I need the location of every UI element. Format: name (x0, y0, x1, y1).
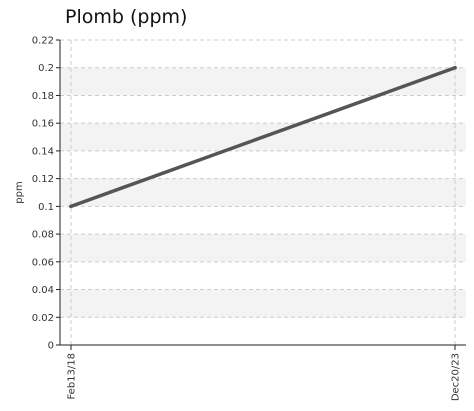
y-tick-label: 0.02 (32, 313, 54, 324)
chart-title: Plomb (ppm) (65, 6, 188, 28)
y-tick-label: 0.22 (32, 36, 54, 47)
data-point (453, 65, 457, 70)
y-tick-label: 0.04 (32, 285, 54, 296)
y-axis-ticks: 0 0.02 0.04 0.06 0.08 0.1 0.12 0.14 0.16 0.18 0.2 0… (32, 36, 60, 352)
background-band (60, 234, 466, 262)
y-tick-label: 0.06 (32, 257, 54, 268)
y-tick-label: 0.1 (38, 202, 54, 213)
y-tick-label: 0.14 (32, 146, 54, 157)
y-tick-label: 0.18 (32, 91, 54, 102)
y-tick-label: 0 (48, 341, 54, 352)
x-tick-label: Dec20/23 (451, 353, 462, 401)
x-tick-label: Feb13/18 (67, 353, 78, 400)
gridlines (60, 39, 466, 345)
y-tick-label: 0.2 (38, 63, 54, 74)
background-band (60, 67, 466, 96)
axes (59, 40, 466, 346)
background-band (60, 289, 466, 318)
data-point (69, 204, 73, 209)
x-axis-ticks: Feb13/18 Dec20/23 (67, 345, 462, 401)
background-band (60, 178, 466, 207)
y-tick-label: 0.12 (32, 174, 54, 185)
series-line (69, 65, 457, 209)
y-tick-label: 0.08 (32, 230, 54, 241)
y-tick-label: 0.16 (32, 119, 54, 130)
series-group (69, 65, 457, 209)
background-bands (60, 67, 466, 318)
y-axis-label: ppm (14, 181, 25, 203)
